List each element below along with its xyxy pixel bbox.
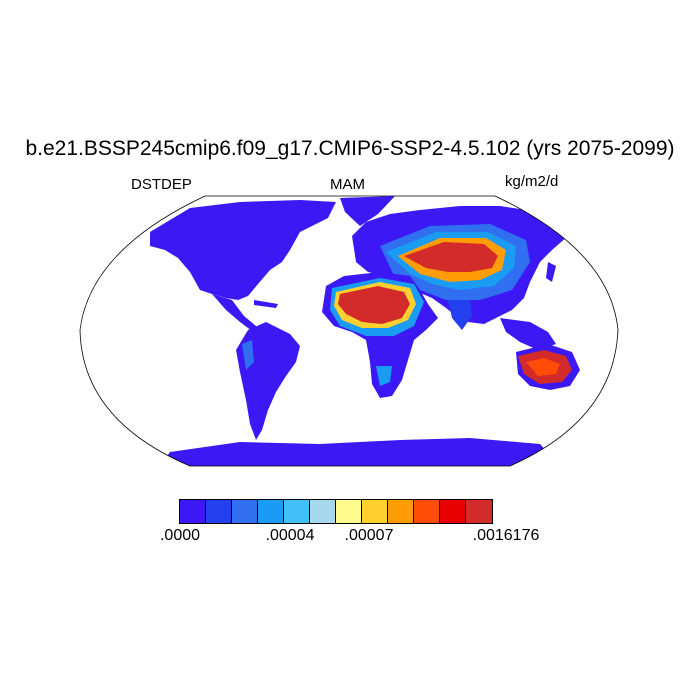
- south-asia: [448, 300, 472, 330]
- colorbar-box-6: [336, 500, 362, 523]
- colorbar-box-5: [310, 500, 336, 523]
- colorbar-box-2: [232, 500, 258, 523]
- colorbar-box-1: [206, 500, 232, 523]
- colorbar: [179, 499, 493, 524]
- south-america-dust: [242, 340, 254, 370]
- north-america: [150, 200, 336, 300]
- caribbean: [254, 300, 278, 308]
- colorbar-box-11: [466, 500, 492, 523]
- australia-dust-orange: [526, 358, 560, 376]
- greenland: [340, 196, 395, 226]
- plot-title: b.e21.BSSP245cmip6.f09_g17.CMIP6-SSP2-4.…: [25, 137, 675, 160]
- asia-dust-red: [404, 242, 498, 272]
- colorbar-box-8: [388, 500, 414, 523]
- colorbar-box-3: [258, 500, 284, 523]
- map-boundary: [79, 195, 619, 467]
- colorbar-tick-2: .00007: [344, 527, 394, 544]
- colorbar-tick-3: .0016176: [472, 527, 540, 544]
- colorbar-box-9: [414, 500, 440, 523]
- central-america: [212, 294, 262, 334]
- colorbar-box-0: [180, 500, 206, 523]
- colorbar-box-7: [362, 500, 388, 523]
- southeast-asia: [500, 318, 556, 350]
- variable-label: DSTDEP: [131, 176, 192, 193]
- colorbar-tick-0: .0000: [159, 527, 201, 544]
- japan: [546, 262, 556, 282]
- colorbar-box-10: [440, 500, 466, 523]
- africa-dust-red: [338, 286, 410, 324]
- colorbar-tick-1: .00004: [265, 527, 315, 544]
- season-label: MAM: [330, 176, 365, 193]
- colorbar-box-4: [284, 500, 310, 523]
- antarctica: [160, 438, 560, 466]
- units-label: kg/m2/d: [505, 173, 559, 190]
- southern-africa-dust: [376, 366, 392, 386]
